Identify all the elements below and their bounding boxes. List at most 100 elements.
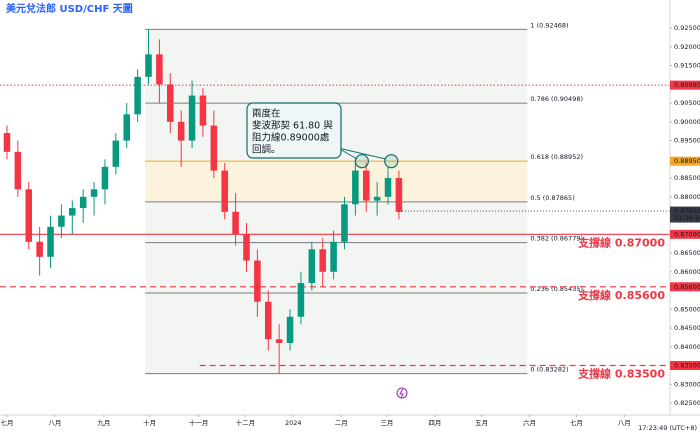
candle-body [395, 178, 403, 212]
candle-body [14, 151, 22, 190]
candle-body [145, 54, 152, 77]
x-tick-label: 十一月 [189, 418, 209, 427]
candle-body [188, 95, 196, 141]
candle-body [123, 114, 130, 141]
current-time-label: 11:36:10 [674, 214, 700, 222]
price-tag-label: 0.88950 [674, 157, 700, 165]
price-tag [670, 206, 700, 223]
y-tick-label: 0.86000 [674, 268, 700, 276]
y-tick-label: 0.88000 [674, 193, 700, 201]
support-label: 支撐線 0.85600 [577, 288, 665, 302]
candle-body [254, 260, 261, 302]
price-tag-label: 0.90980 [674, 81, 700, 89]
x-tick-label: 三月 [380, 419, 393, 427]
fib-label: 1 (0.92468) [530, 21, 568, 29]
callout: 兩度在 斐波那契 61.80 與 阻力線0.89000處 回調。 [246, 102, 387, 160]
y-tick-label: 0.86500 [674, 249, 700, 257]
candle-body [286, 316, 294, 344]
y-tick-label: 0.85000 [674, 305, 700, 313]
fib-label: 0.236 (0.85435) [530, 285, 583, 293]
callout-text: 斐波那契 61.80 與 [252, 120, 333, 132]
y-tick-label: 0.90500 [674, 99, 700, 107]
callout-box [246, 102, 342, 159]
candle-body [232, 211, 239, 235]
current-price-label: 0.87620 [674, 207, 700, 215]
y-tick-label: 0.92500 [674, 24, 700, 32]
callout-text: 兩度在 [252, 108, 281, 120]
support-label: 支撐線 0.87000 [577, 235, 665, 249]
callout-text: 回調。 [252, 144, 281, 156]
candle-body [264, 301, 272, 340]
candle-body [275, 339, 283, 344]
callout-text: 阻力線0.89000處 [252, 132, 330, 144]
y-tick-label: 0.82500 [674, 399, 700, 407]
chart-title: 美元兌法郎 USD/CHF 天圖 [6, 2, 133, 15]
candle-body [297, 283, 305, 317]
price-tag [670, 229, 700, 239]
candle-body [308, 249, 316, 284]
price-tag [670, 80, 700, 90]
fib-label: 0.618 (0.88952) [530, 153, 583, 161]
price-tag [670, 361, 700, 371]
event-icon-bolt [399, 388, 404, 399]
y-tick-label: 0.88500 [674, 174, 700, 182]
y-tick-label: 0.89500 [674, 137, 700, 145]
candle-body [330, 241, 337, 272]
callout-pointer [337, 147, 387, 160]
clock: 17:23:49 (UTC+8) [638, 424, 697, 432]
y-tick-label: 0.91500 [674, 62, 700, 70]
x-tick-label: 二月 [335, 419, 348, 427]
x-tick-label: 六月 [523, 418, 536, 427]
x-tick-label: 八月 [618, 419, 631, 427]
x-tick-label: 八月 [48, 419, 61, 427]
candle-body [90, 189, 98, 197]
candle-body [134, 76, 141, 115]
highlight-marker [384, 154, 399, 169]
background-layer: 1 (0.92468) 0.786 (0.90498) 0.618 (0.88952… [0, 21, 670, 375]
fib-label: 0.786 (0.90498) [530, 95, 583, 103]
x-tick-label: 十月 [143, 418, 156, 427]
x-tick-label: 五月 [475, 419, 488, 427]
candle-body [362, 170, 370, 201]
candle-body [156, 54, 163, 85]
y-tick-label: 0.92000 [674, 43, 700, 51]
candle-body [352, 170, 359, 205]
candle-body [58, 215, 65, 227]
price-tag-label: 0.83500 [674, 362, 700, 370]
candle-body [112, 140, 120, 167]
highlight-marker [354, 154, 369, 169]
event-icon[interactable] [396, 387, 408, 399]
y-tick-label: 0.83000 [674, 380, 700, 388]
fib-label: 0.5 (0.87865) [530, 194, 574, 202]
event-icon-circle[interactable] [396, 387, 408, 399]
y-tick-label: 0.90000 [674, 118, 700, 126]
candle-body [79, 196, 87, 209]
fib-label: 0.382 (0.86779) [530, 235, 583, 243]
price-tag [670, 282, 700, 292]
candle-body [25, 189, 33, 242]
candle-body [177, 121, 185, 141]
x-tick-label: 七月 [0, 418, 13, 427]
candle-body [167, 84, 174, 122]
x-tick-label: 2024 [285, 419, 302, 427]
candle-body [101, 166, 109, 190]
x-tick-label: 九月 [97, 418, 110, 427]
candle-body [243, 234, 250, 261]
y-tick-label: 0.84500 [674, 324, 700, 332]
price-tag-label: 0.85600 [674, 283, 700, 291]
y-tick-label: 0.84000 [674, 343, 700, 351]
candle-body [47, 226, 54, 257]
price-tag-label: 0.87000 [674, 230, 700, 238]
axis-layer: 支撐線 0.87000 支撐線 0.85600 支撐線 0.83500 七月 八月 九月 十… [0, 24, 700, 427]
x-tick-label: 十二月 [236, 418, 256, 427]
support-label: 支撐線 0.83500 [577, 367, 665, 381]
candle-body [69, 208, 76, 216]
candle-body [3, 133, 11, 152]
candle-body [210, 125, 218, 171]
price-tag [670, 156, 700, 166]
candle-body [384, 178, 392, 197]
fib-golden-zone [145, 161, 528, 202]
candle-body [373, 196, 381, 201]
marks-layer [3, 29, 670, 374]
